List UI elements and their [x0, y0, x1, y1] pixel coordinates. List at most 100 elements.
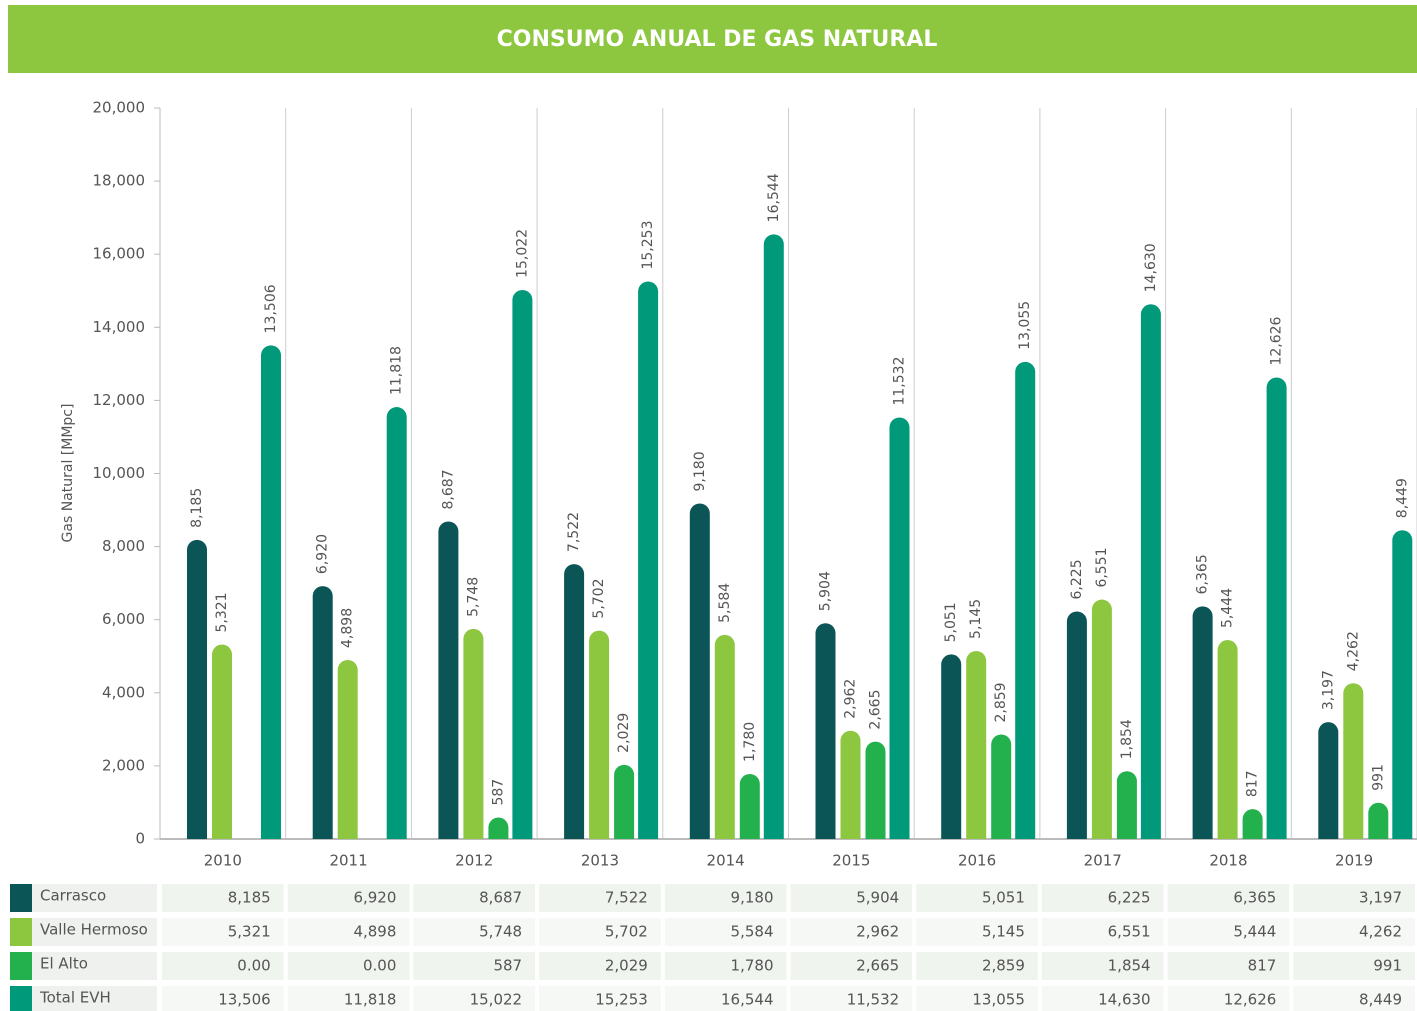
data-label: 6,365 [1195, 554, 1211, 594]
x-tick-label: 2010 [204, 852, 242, 870]
table-cell [1167, 918, 1290, 946]
data-label: 5,584 [717, 583, 733, 623]
table-value: 13,506 [218, 991, 271, 1009]
legend-swatch [10, 952, 32, 980]
data-label: 5,904 [818, 571, 834, 611]
table-value: 5,051 [982, 889, 1025, 907]
bar [312, 586, 333, 839]
data-label: 587 [490, 779, 506, 806]
table-value: 9,180 [731, 889, 774, 907]
x-tick-label: 2018 [1209, 852, 1247, 870]
bar [386, 407, 407, 839]
y-tick-label: 16,000 [93, 245, 146, 263]
legend-label: El Alto [40, 955, 88, 973]
table-cell [413, 952, 536, 980]
table-value: 13,055 [972, 991, 1025, 1009]
data-label: 2,962 [843, 679, 859, 719]
table-cell [287, 918, 410, 946]
table-cell [413, 918, 536, 946]
table-value: 12,626 [1224, 991, 1277, 1009]
bar [463, 628, 484, 839]
table-cell [916, 884, 1038, 912]
data-label: 16,544 [766, 173, 782, 222]
data-label: 5,051 [943, 602, 959, 642]
bar [966, 650, 987, 839]
bar [1140, 304, 1161, 839]
data-label: 5,748 [465, 577, 481, 617]
bar [564, 564, 585, 839]
table-cell [413, 884, 536, 912]
data-label: 14,630 [1143, 243, 1159, 292]
table-cell [1167, 986, 1290, 1011]
table-cell [162, 918, 284, 946]
data-label: 4,898 [340, 608, 356, 648]
table-value: 2,962 [856, 923, 899, 941]
table-cell [1167, 952, 1290, 980]
table-value: 2,859 [982, 957, 1025, 975]
table-cell [1167, 884, 1290, 912]
table-value: 14,630 [1098, 991, 1151, 1009]
table-value: 5,145 [982, 923, 1025, 941]
bar [212, 644, 232, 839]
data-label: 5,321 [214, 592, 230, 632]
bar [187, 539, 207, 839]
bar [1266, 377, 1287, 839]
table-value: 11,532 [847, 991, 900, 1009]
data-label: 1,854 [1119, 719, 1135, 759]
bar [488, 817, 509, 839]
table-value: 587 [493, 957, 522, 975]
data-label: 6,225 [1069, 559, 1085, 599]
table-cell [539, 918, 661, 946]
table-cell [287, 952, 410, 980]
y-tick-label: 12,000 [93, 391, 146, 409]
table-value: 8,687 [479, 889, 522, 907]
table-cell [1041, 986, 1164, 1011]
table-cell [916, 918, 1038, 946]
bar [614, 764, 635, 839]
table-cell [664, 952, 787, 980]
table-value: 11,818 [344, 991, 397, 1009]
table-cell [1293, 952, 1415, 980]
data-label: 2,029 [616, 713, 632, 753]
bar [1066, 611, 1087, 839]
table-cell [790, 952, 913, 980]
bar [1015, 361, 1036, 839]
table-value: 5,321 [228, 923, 271, 941]
data-label: 15,253 [640, 221, 656, 270]
x-tick-label: 2013 [581, 852, 619, 870]
bar [1242, 809, 1263, 839]
data-label: 2,859 [993, 682, 1009, 722]
bar [739, 773, 760, 839]
x-tick-label: 2015 [832, 852, 870, 870]
table-value: 16,544 [721, 991, 774, 1009]
chart-title: CONSUMO ANUAL DE GAS NATURAL [497, 27, 938, 52]
bar [815, 623, 836, 839]
x-tick-label: 2016 [958, 852, 996, 870]
x-tick-label: 2012 [455, 852, 493, 870]
table-cell [664, 884, 787, 912]
bar [1392, 530, 1413, 839]
table-cell [1041, 952, 1164, 980]
table-cell [1041, 884, 1164, 912]
bar [1116, 771, 1137, 839]
legend-cell [10, 986, 157, 1011]
legend-label: Valle Hermoso [40, 921, 148, 939]
bar [991, 734, 1012, 839]
x-tick-label: 2014 [707, 852, 745, 870]
y-tick-label: 20,000 [93, 99, 146, 117]
table-value: 6,920 [353, 889, 396, 907]
table-value: 4,262 [1359, 923, 1402, 941]
bar [438, 521, 459, 839]
table-value: 5,748 [479, 923, 522, 941]
table-cell [539, 952, 661, 980]
legend-swatch [10, 884, 32, 912]
table-value: 5,904 [856, 889, 899, 907]
table-cell [790, 884, 913, 912]
bar [1343, 683, 1364, 839]
title-banner [8, 5, 1417, 73]
table-value: 6,365 [1233, 889, 1276, 907]
data-label: 7,522 [566, 512, 582, 552]
y-tick-label: 18,000 [93, 172, 146, 190]
bar [714, 634, 735, 839]
